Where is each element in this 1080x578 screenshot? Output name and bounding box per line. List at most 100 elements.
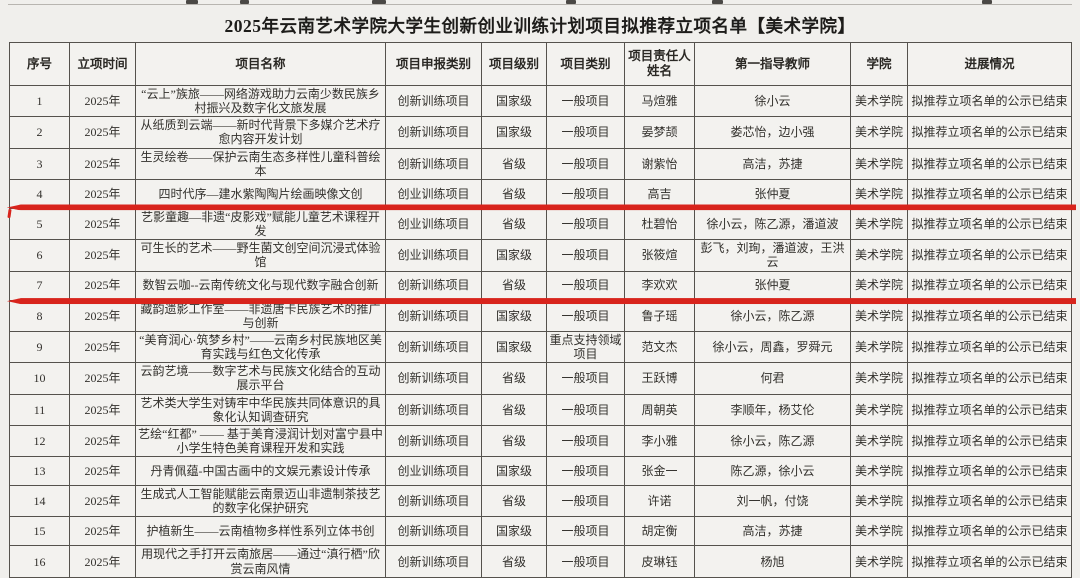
cell-apply-category: 创业训练项目	[385, 456, 482, 487]
cell-category: 一般项目	[546, 362, 625, 395]
cell-name: 云韵艺境——数字艺术与民族文化结合的互动展示平台	[135, 362, 386, 395]
cell-progress: 拟推荐立项名单的公示已结束	[907, 456, 1072, 487]
table-row: 10 2025年 云韵艺境——数字艺术与民族文化结合的互动展示平台 创新训练项目 省级一…	[9, 362, 1072, 395]
table-header-row: 序号 立项时间 项目名称 项目申报类别 项目级别 项目类别 项目责任人姓名 第一指导教师 学院进…	[9, 42, 1072, 86]
cell-date: 2025年	[69, 239, 136, 272]
cell-college: 美术学院	[850, 84, 908, 118]
cell-leader: 杜碧怡	[624, 207, 695, 241]
cell-advisor: 高洁，苏捷	[694, 516, 851, 547]
scan-artifact	[372, 0, 386, 4]
cell-college: 美术学院	[850, 239, 908, 272]
cell-progress: 拟推荐立项名单的公示已结束	[907, 147, 1072, 180]
column-header-college: 学院	[850, 42, 908, 86]
cell-name: 护植新生——云南植物多样性系列立体书创	[135, 516, 386, 547]
cell-index: 9	[9, 330, 70, 364]
table-row: 14 2025年 生成式人工智能赋能云南景迈山非遗制茶技艺的数字化保护研究 创新训练项…	[9, 485, 1072, 518]
cell-advisor: 陈乙源，徐小云	[694, 456, 851, 487]
cell-progress: 拟推荐立项名单的公示已结束	[907, 178, 1072, 209]
cell-leader: 鲁子瑶	[624, 299, 695, 332]
cell-advisor: 李顺年，杨艾伦	[694, 393, 851, 426]
cell-level: 省级	[481, 424, 547, 458]
cell-advisor: 娄芯怡，边小强	[694, 116, 851, 149]
table-row: 7 2025年 数智云咖--云南传统文化与现代数字融合创新 创新训练项目 省级 一般项目李…	[9, 270, 1072, 301]
cell-apply-category: 创新训练项目	[385, 330, 482, 364]
cell-leader: 王跃博	[624, 362, 695, 395]
scan-artifact-line	[8, 4, 1072, 5]
table-row: 11 2025年 艺术类大学生对铸牢中华民族共同体意识的具象化认知调查研究 创新训练项…	[9, 393, 1072, 426]
cell-level: 省级	[481, 178, 547, 209]
cell-date: 2025年	[69, 362, 136, 395]
column-header-apply-category: 项目申报类别	[385, 42, 482, 86]
cell-apply-category: 创新训练项目	[385, 270, 482, 301]
cell-date: 2025年	[69, 147, 136, 180]
cell-college: 美术学院	[850, 545, 908, 578]
cell-leader: 谢紫怡	[624, 147, 695, 180]
cell-progress: 拟推荐立项名单的公示已结束	[907, 516, 1072, 547]
cell-level: 国家级	[481, 239, 547, 272]
projects-table: 序号 立项时间 项目名称 项目申报类别 项目级别 项目类别 项目责任人姓名 第一指导教师 学院进…	[9, 42, 1072, 578]
cell-level: 省级	[481, 147, 547, 180]
cell-leader: 李小雅	[624, 424, 695, 458]
column-header-name: 项目名称	[135, 42, 386, 86]
cell-advisor: 杨旭	[694, 545, 851, 578]
cell-college: 美术学院	[850, 516, 908, 547]
cell-level: 国家级	[481, 516, 547, 547]
cell-apply-category: 创业训练项目	[385, 239, 482, 272]
cell-name: 丹青佩蕴-中国古画中的文娱元素设计传承	[135, 456, 386, 487]
cell-college: 美术学院	[850, 270, 908, 301]
cell-category: 一般项目	[546, 207, 625, 241]
cell-category: 一般项目	[546, 84, 625, 118]
cell-level: 省级	[481, 545, 547, 578]
cell-category: 一般项目	[546, 545, 625, 578]
scan-artifact	[566, 0, 576, 4]
cell-progress: 拟推荐立项名单的公示已结束	[907, 207, 1072, 241]
cell-date: 2025年	[69, 84, 136, 118]
cell-index: 15	[9, 516, 70, 547]
cell-date: 2025年	[69, 270, 136, 301]
cell-index: 16	[9, 545, 70, 578]
cell-college: 美术学院	[850, 424, 908, 458]
cell-leader: 许诺	[624, 485, 695, 518]
column-header-progress: 进展情况	[907, 42, 1072, 86]
cell-progress: 拟推荐立项名单的公示已结束	[907, 393, 1072, 426]
cell-advisor: 刘一帆，付饶	[694, 485, 851, 518]
cell-level: 国家级	[481, 456, 547, 487]
cell-level: 省级	[481, 270, 547, 301]
cell-progress: 拟推荐立项名单的公示已结束	[907, 330, 1072, 364]
column-header-date: 立项时间	[69, 42, 136, 86]
scan-artifact	[186, 0, 198, 4]
cell-category: 一般项目	[546, 270, 625, 301]
cell-name: 艺绘“红都” —— 基于美育浸润计划对富宁县中小学生特色美育课程开发和实践	[135, 424, 386, 458]
cell-leader: 张筱煊	[624, 239, 695, 272]
cell-progress: 拟推荐立项名单的公示已结束	[907, 424, 1072, 458]
cell-category: 一般项目	[546, 178, 625, 209]
cell-leader: 马煊雅	[624, 84, 695, 118]
cell-apply-category: 创新训练项目	[385, 147, 482, 180]
cell-index: 5	[9, 207, 70, 241]
cell-category: 一般项目	[546, 393, 625, 426]
column-header-level: 项目级别	[481, 42, 547, 86]
cell-name: 四时代序—建水紫陶陶片绘画映像文创	[135, 178, 386, 209]
scan-artifact	[982, 0, 992, 4]
cell-level: 国家级	[481, 330, 547, 364]
cell-advisor: 徐小云，陈乙源	[694, 424, 851, 458]
cell-category: 一般项目	[546, 516, 625, 547]
cell-college: 美术学院	[850, 299, 908, 332]
cell-name: 生灵绘卷——保护云南生态多样性儿童科普绘本	[135, 147, 386, 180]
cell-name: 藏韵遗影工作室——非遗唐卡民族艺术的推广与创新	[135, 299, 386, 332]
cell-index: 6	[9, 239, 70, 272]
cell-advisor: 徐小云，陈乙源	[694, 299, 851, 332]
cell-leader: 胡定衡	[624, 516, 695, 547]
cell-date: 2025年	[69, 456, 136, 487]
cell-advisor: 徐小云，周鑫，罗舜元	[694, 330, 851, 364]
cell-progress: 拟推荐立项名单的公示已结束	[907, 84, 1072, 118]
cell-apply-category: 创新训练项目	[385, 545, 482, 578]
table-row: 2 2025年 从纸质到云端——新时代背景下多媒介艺术疗愈内容开发计划 创新训练项目国…	[9, 116, 1072, 149]
cell-apply-category: 创新训练项目	[385, 362, 482, 395]
cell-date: 2025年	[69, 485, 136, 518]
cell-category: 一般项目	[546, 116, 625, 149]
cell-name: 可生长的艺术——野生菌文创空间沉浸式体验馆	[135, 239, 386, 272]
red-highlight-line-top	[7, 204, 1076, 211]
scanned-document-page: 2025年云南艺术学院大学生创新创业训练计划项目拟推荐立项名单【美术学院】 序号…	[7, 0, 1076, 578]
cell-level: 省级	[481, 207, 547, 241]
